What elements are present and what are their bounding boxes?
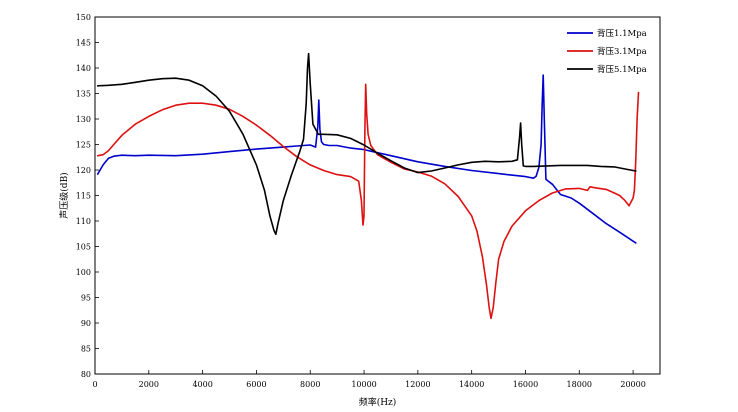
y-tick-label: 110 — [76, 217, 91, 226]
x-tick-label: 6000 — [246, 380, 266, 389]
y-tick-label: 80 — [81, 370, 91, 379]
y-tick-label: 130 — [76, 115, 91, 124]
x-tick-label: 8000 — [300, 380, 320, 389]
x-tick-label: 12000 — [405, 380, 430, 389]
legend-label-2: 背压3.1Mpa — [597, 46, 647, 57]
y-axis-title: 声压级(dB) — [58, 172, 70, 218]
y-tick-label: 100 — [76, 268, 91, 277]
y-tick-label: 135 — [76, 90, 91, 99]
axes — [94, 16, 661, 375]
y-tick-label: 140 — [76, 64, 91, 73]
legend-label-3: 背压5.1Mpa — [597, 64, 647, 75]
x-tick-label: 2000 — [139, 380, 159, 389]
series-lines — [96, 52, 640, 320]
y-axis-ticks: 80 85 90 95 100 105 110 115 120 125 130 135 140 145 15… — [76, 13, 99, 379]
y-tick-label: 95 — [81, 294, 91, 303]
series-line-2 — [96, 83, 640, 320]
x-axis-title: 频率(Hz) — [359, 396, 397, 408]
x-tick-label: 4000 — [192, 380, 212, 389]
x-tick-label: 14000 — [459, 380, 484, 389]
x-tick-label: 20000 — [620, 380, 645, 389]
x-tick-label: 16000 — [513, 380, 538, 389]
x-axis-ticks: 0 2000 4000 6000 8000 10000 12000 14000 16000 180… — [92, 370, 646, 389]
x-tick-label: 18000 — [567, 380, 592, 389]
y-tick-label: 125 — [76, 141, 91, 150]
y-tick-label: 90 — [81, 319, 91, 328]
series-line-3 — [96, 52, 637, 236]
y-tick-label: 150 — [76, 13, 91, 22]
y-tick-label: 85 — [81, 345, 91, 354]
x-tick-label: 10000 — [351, 380, 376, 389]
y-tick-label: 115 — [76, 192, 91, 201]
x-tick-label: 0 — [92, 380, 97, 389]
legend: 背压1.1Mpa 背压3.1Mpa 背压5.1Mpa — [567, 28, 647, 75]
legend-label-1: 背压1.1Mpa — [597, 28, 647, 39]
y-tick-label: 145 — [76, 39, 91, 48]
y-tick-label: 120 — [76, 166, 91, 175]
y-tick-label: 105 — [76, 243, 91, 252]
plot-frame — [94, 16, 661, 375]
